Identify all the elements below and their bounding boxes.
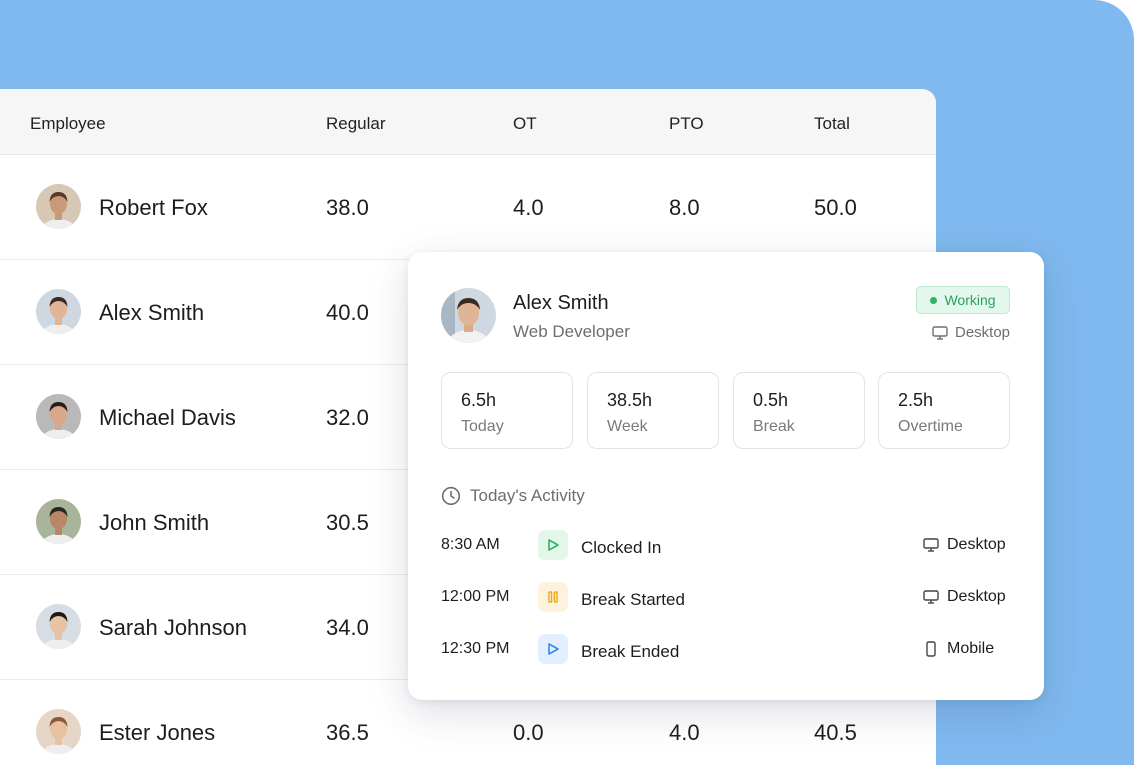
detail-name: Alex Smith — [513, 292, 609, 314]
header-total[interactable]: Total — [814, 114, 850, 133]
regular-hours: 38.0 — [326, 195, 369, 220]
stat-label: Today — [461, 418, 504, 435]
stat-value: 2.5h — [898, 390, 934, 410]
regular-hours: 36.5 — [326, 720, 369, 745]
total-hours: 40.5 — [814, 720, 857, 745]
regular-hours: 30.5 — [326, 510, 369, 535]
desktop-icon — [923, 590, 939, 604]
total-hours: 50.0 — [814, 195, 857, 220]
activity-device: Mobile — [923, 640, 994, 658]
activity-row-break-ended: 12:30 PM Break Ended Mobile — [408, 634, 1044, 674]
activity-label: Break Ended — [581, 642, 680, 661]
regular-hours: 34.0 — [326, 615, 369, 640]
detail-device: Desktop — [932, 324, 1010, 341]
status-dot-icon — [930, 296, 938, 304]
desktop-icon — [932, 325, 948, 340]
stat-label: Overtime — [898, 418, 963, 435]
activity-time: 12:00 PM — [441, 588, 510, 605]
pto-hours: 8.0 — [669, 195, 700, 220]
play-icon — [538, 634, 568, 664]
activity-row-clocked-in: 8:30 AM Clocked In Desktop — [408, 530, 1044, 570]
detail-avatar — [441, 288, 496, 343]
activity-title: Today's Activity — [441, 486, 585, 506]
table-row[interactable]: Robert Fox 38.0 4.0 8.0 50.0 — [0, 155, 936, 260]
activity-device-label: Desktop — [947, 588, 1006, 605]
header-regular[interactable]: Regular — [326, 114, 386, 133]
activity-time: 12:30 PM — [441, 640, 510, 657]
status-label: Working — [944, 292, 996, 308]
table-header: Employee Regular OT PTO Total — [0, 89, 936, 155]
activity-time: 8:30 AM — [441, 536, 500, 553]
avatar — [36, 709, 81, 754]
stat-label: Week — [607, 418, 648, 435]
stat-value: 6.5h — [461, 390, 497, 410]
employee-name: Sarah Johnson — [99, 615, 247, 640]
avatar — [36, 289, 81, 334]
activity-title-label: Today's Activity — [470, 486, 585, 505]
stat-value: 38.5h — [607, 390, 653, 410]
activity-device-label: Desktop — [947, 536, 1006, 553]
detail-device-label: Desktop — [955, 324, 1011, 341]
table-row[interactable]: John Smith 30.5 — [0, 470, 936, 575]
stat-label: Break — [753, 418, 795, 435]
table-row[interactable]: Ester Jones 36.5 0.0 4.0 40.5 — [0, 680, 936, 765]
ot-hours: 0.0 — [513, 720, 544, 745]
employee-name: Alex Smith — [99, 300, 205, 325]
detail-role: Web Developer — [513, 322, 630, 341]
activity-device: Desktop — [923, 536, 1006, 554]
play-icon — [538, 530, 568, 560]
activity-row-break-started: 12:00 PM Break Started Desktop — [408, 582, 1044, 622]
employee-detail-card: Alex Smith Web Developer Working Desktop… — [408, 252, 1044, 700]
employee-name: Michael Davis — [99, 405, 236, 430]
stat-today: 6.5h Today — [441, 372, 573, 449]
activity-device-label: Mobile — [947, 640, 995, 657]
status-badge: Working — [916, 286, 1010, 314]
activity-label: Break Started — [581, 590, 685, 609]
activity-label: Clocked In — [581, 538, 662, 557]
avatar — [36, 499, 81, 544]
ot-hours: 4.0 — [513, 195, 544, 220]
avatar — [36, 604, 81, 649]
table-row[interactable]: Sarah Johnson 34.0 — [0, 575, 936, 680]
avatar — [36, 184, 81, 229]
header-ot[interactable]: OT — [513, 114, 537, 133]
employee-name: John Smith — [99, 510, 210, 535]
pause-icon — [538, 582, 568, 612]
header-pto[interactable]: PTO — [669, 114, 704, 133]
regular-hours: 32.0 — [326, 405, 369, 430]
desktop-icon — [923, 538, 939, 552]
stat-break: 0.5h Break — [733, 372, 865, 449]
activity-device: Desktop — [923, 588, 1006, 606]
stat-week: 38.5h Week — [587, 372, 719, 449]
clock-icon — [441, 486, 461, 506]
stat-value: 0.5h — [753, 390, 789, 410]
employee-name: Ester Jones — [99, 720, 216, 745]
stat-overtime: 2.5h Overtime — [878, 372, 1010, 449]
pto-hours: 4.0 — [669, 720, 700, 745]
employee-name: Robert Fox — [99, 195, 208, 220]
mobile-icon — [926, 641, 936, 657]
header-employee[interactable]: Employee — [30, 114, 106, 133]
avatar — [36, 394, 81, 439]
regular-hours: 40.0 — [326, 300, 369, 325]
